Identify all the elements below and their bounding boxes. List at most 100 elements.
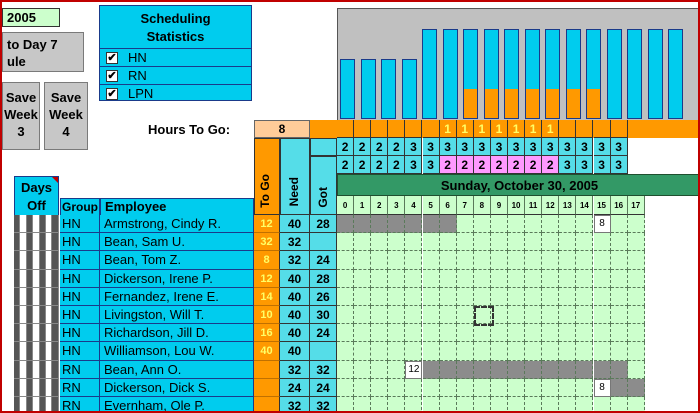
employee-name-cell[interactable]: Livingston, Will T.	[100, 306, 254, 325]
schedule-cell[interactable]	[559, 360, 577, 379]
schedule-cell[interactable]	[456, 342, 474, 361]
day-off-cell[interactable]	[52, 215, 59, 234]
schedule-cell[interactable]	[405, 306, 423, 325]
day-off-cell[interactable]	[26, 251, 34, 270]
schedule-cell[interactable]	[456, 215, 474, 234]
schedule-cell[interactable]	[473, 360, 491, 379]
day-off-cell[interactable]	[39, 287, 46, 306]
schedule-cell[interactable]	[337, 233, 355, 252]
day-off-cell[interactable]	[33, 378, 40, 397]
day-off-cell[interactable]	[46, 306, 53, 325]
day-off-cell[interactable]	[46, 269, 53, 288]
schedule-cell[interactable]	[525, 342, 543, 361]
day-off-cell[interactable]	[52, 397, 59, 411]
day-off-cell[interactable]	[39, 324, 46, 343]
schedule-cell[interactable]	[490, 269, 508, 288]
schedule-cell[interactable]	[388, 342, 406, 361]
day-off-cell[interactable]	[39, 360, 46, 379]
day-off-cell[interactable]	[52, 378, 59, 397]
schedule-cell[interactable]	[610, 306, 628, 325]
schedule-cell[interactable]	[388, 397, 406, 411]
day-off-cell[interactable]	[52, 324, 59, 343]
schedule-cell[interactable]	[593, 397, 611, 411]
day-off-cell[interactable]	[26, 378, 34, 397]
day-off-cell[interactable]	[46, 360, 53, 379]
schedule-cell[interactable]	[576, 342, 594, 361]
schedule-cell[interactable]	[525, 269, 543, 288]
day-off-cell[interactable]	[33, 397, 40, 411]
schedule-cell[interactable]	[456, 233, 474, 252]
schedule-cell[interactable]	[422, 215, 440, 234]
schedule-cell[interactable]	[593, 306, 611, 325]
schedule-cell[interactable]	[610, 324, 628, 343]
employee-name-cell[interactable]: Bean, Sam U.	[100, 233, 254, 252]
schedule-cell[interactable]	[525, 233, 543, 252]
employee-name-cell[interactable]: Armstrong, Cindy R.	[100, 215, 254, 234]
employee-name-cell[interactable]: Richardson, Jill D.	[100, 324, 254, 343]
schedule-cell[interactable]	[473, 251, 491, 270]
day-off-cell[interactable]	[20, 378, 27, 397]
schedule-cell[interactable]	[354, 251, 372, 270]
day-off-cell[interactable]	[26, 360, 34, 379]
schedule-cell[interactable]	[439, 324, 457, 343]
schedule-cell[interactable]	[371, 342, 389, 361]
schedule-cell[interactable]	[593, 251, 611, 270]
day-off-cell[interactable]	[39, 233, 46, 252]
schedule-cell[interactable]	[371, 215, 389, 234]
day-off-cell[interactable]	[52, 233, 59, 252]
day-off-cell[interactable]	[52, 342, 59, 361]
day-off-cell[interactable]	[14, 269, 21, 288]
schedule-cell[interactable]	[456, 306, 474, 325]
schedule-cell[interactable]	[354, 397, 372, 411]
day-off-cell[interactable]	[33, 269, 40, 288]
day-off-cell[interactable]	[52, 269, 59, 288]
save-week-3-button[interactable]: Save Week 3	[2, 82, 40, 150]
schedule-cell[interactable]	[610, 287, 628, 306]
day-off-cell[interactable]	[33, 287, 40, 306]
schedule-cell[interactable]	[456, 287, 474, 306]
day-off-cell[interactable]	[46, 342, 53, 361]
schedule-cell[interactable]	[405, 215, 423, 234]
day-off-cell[interactable]	[46, 251, 53, 270]
stats-item-lpn[interactable]: ✔ LPN	[100, 84, 251, 101]
schedule-cell[interactable]	[525, 251, 543, 270]
schedule-cell[interactable]	[610, 360, 628, 379]
checkbox-hn[interactable]: ✔	[106, 52, 118, 64]
schedule-cell[interactable]	[388, 215, 406, 234]
schedule-cell[interactable]	[525, 378, 543, 397]
schedule-cell[interactable]	[627, 360, 645, 379]
schedule-cell[interactable]	[576, 324, 594, 343]
schedule-cell[interactable]	[627, 397, 645, 411]
schedule-cell[interactable]	[525, 215, 543, 234]
schedule-cell[interactable]	[627, 378, 645, 397]
schedule-cell[interactable]	[422, 378, 440, 397]
schedule-cell[interactable]	[388, 306, 406, 325]
schedule-cell[interactable]	[627, 342, 645, 361]
schedule-cell[interactable]	[542, 287, 560, 306]
schedule-cell[interactable]	[473, 378, 491, 397]
day-off-cell[interactable]	[14, 233, 21, 252]
employee-name-cell[interactable]: Dickerson, Irene P.	[100, 269, 254, 288]
day-off-cell[interactable]	[20, 269, 27, 288]
schedule-cell[interactable]	[542, 324, 560, 343]
schedule-cell[interactable]	[439, 306, 457, 325]
schedule-cell[interactable]	[576, 251, 594, 270]
schedule-cell[interactable]	[508, 397, 526, 411]
schedule-cell[interactable]	[337, 287, 355, 306]
schedule-cell[interactable]	[405, 269, 423, 288]
day-off-cell[interactable]	[20, 233, 27, 252]
day-off-cell[interactable]	[39, 342, 46, 361]
schedule-cell[interactable]	[337, 360, 355, 379]
schedule-cell[interactable]	[525, 397, 543, 411]
day-off-cell[interactable]	[33, 360, 40, 379]
day-off-cell[interactable]	[52, 360, 59, 379]
schedule-cell[interactable]	[593, 342, 611, 361]
schedule-cell[interactable]	[490, 360, 508, 379]
schedule-cell[interactable]	[371, 269, 389, 288]
schedule-cell[interactable]	[490, 251, 508, 270]
schedule-cell[interactable]	[490, 306, 508, 325]
stats-item-hn[interactable]: ✔ HN	[100, 48, 251, 66]
schedule-cell[interactable]	[508, 324, 526, 343]
schedule-cell[interactable]	[627, 215, 645, 234]
day-off-cell[interactable]	[26, 269, 34, 288]
